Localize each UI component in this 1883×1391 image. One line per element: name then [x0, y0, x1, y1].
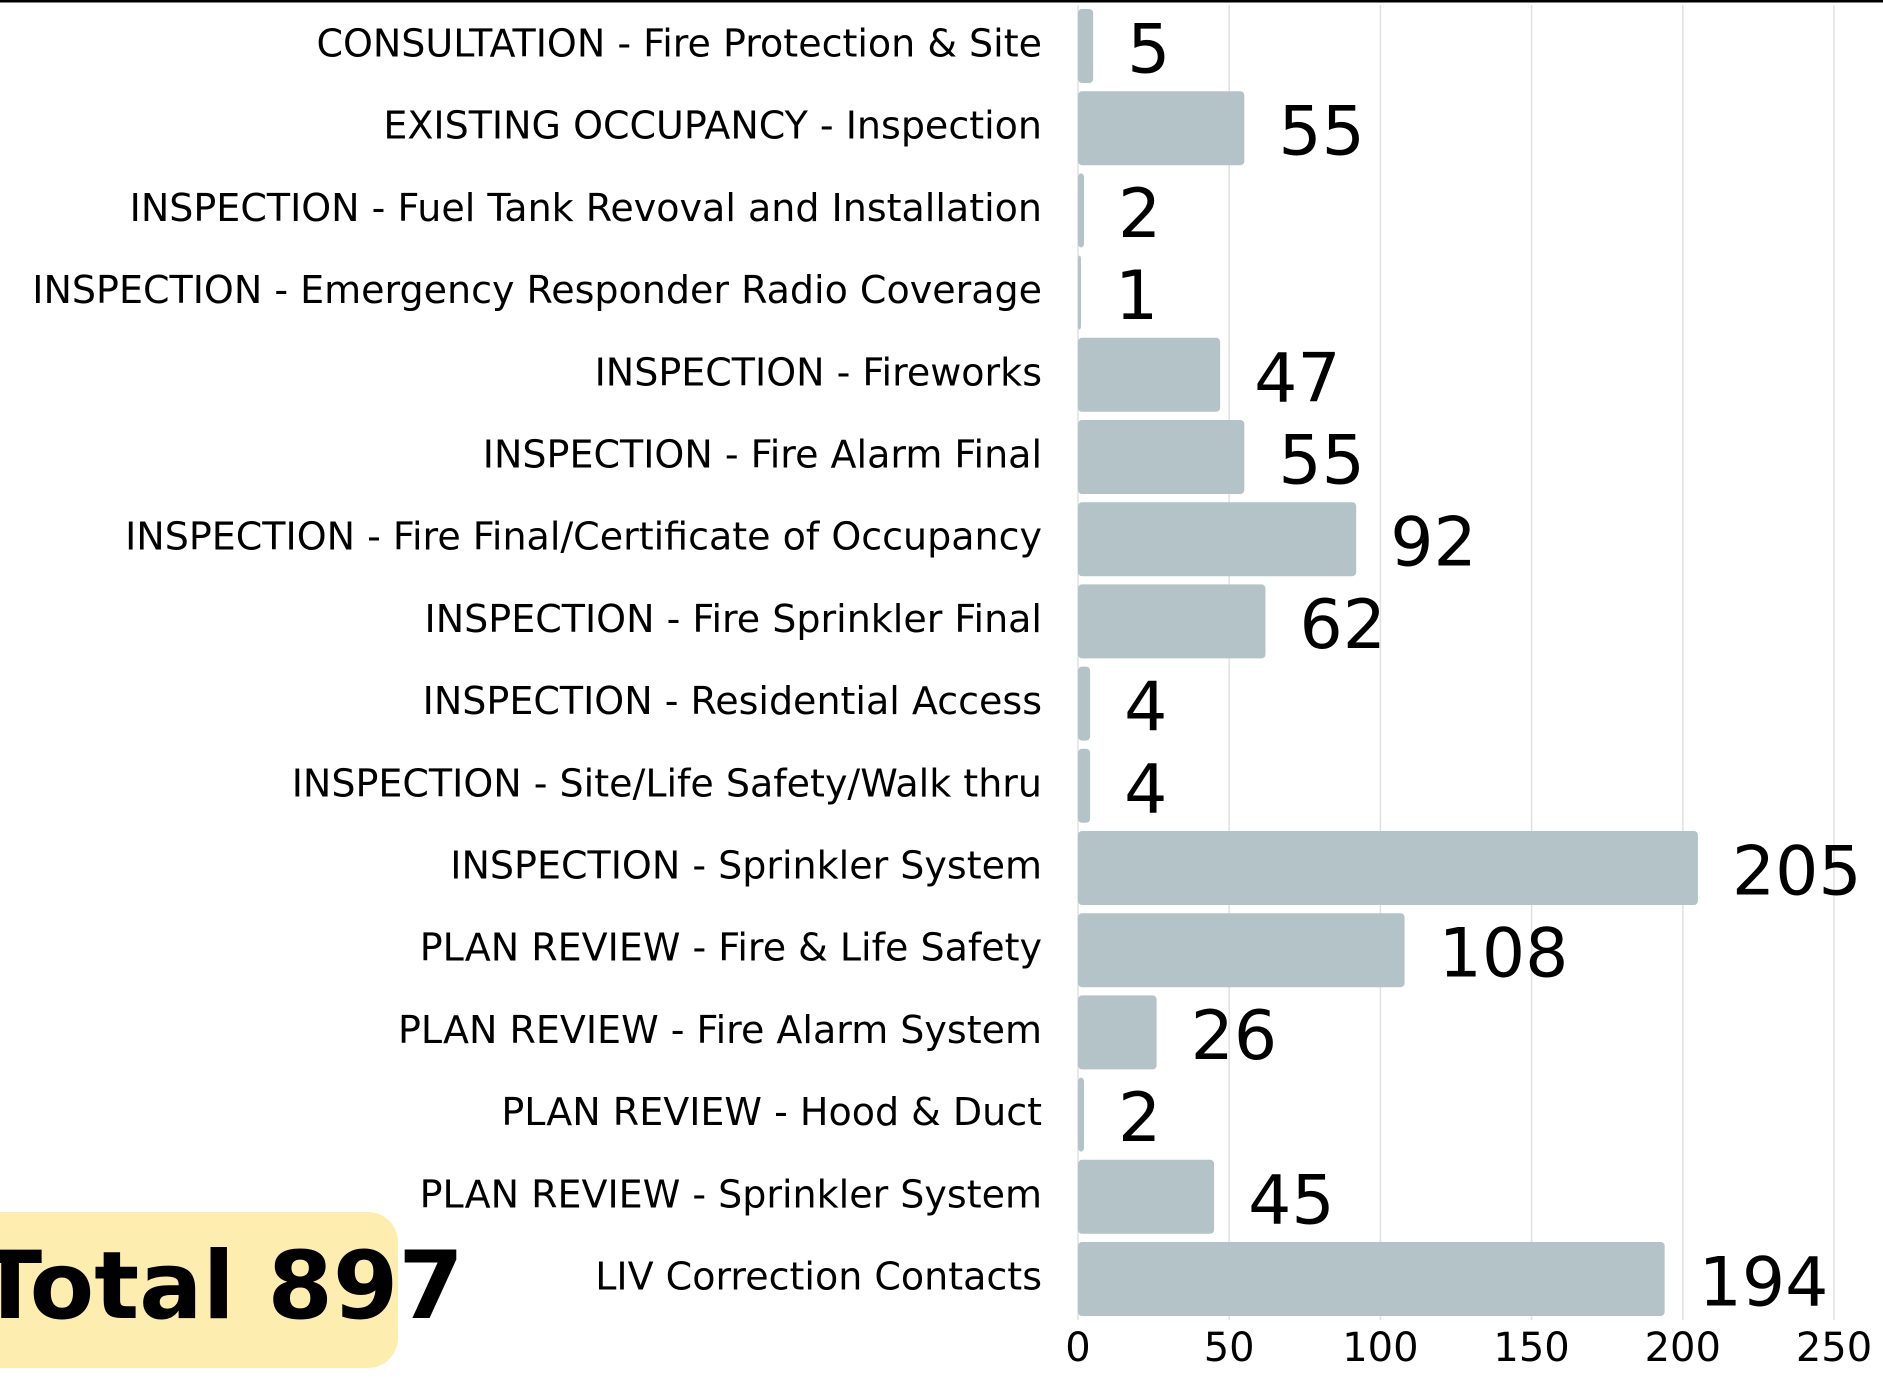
x-tick-label: 150 — [1493, 1325, 1569, 1371]
bar — [1078, 913, 1405, 988]
bar — [1078, 337, 1221, 412]
bar — [1078, 1077, 1085, 1152]
bar — [1078, 255, 1082, 330]
value-label: 2 — [1118, 1079, 1161, 1158]
y-tick-label: INSPECTION - Residential Access — [423, 679, 1042, 723]
value-label: 26 — [1191, 997, 1278, 1076]
y-tick-label: INSPECTION - Fire Alarm Final — [483, 433, 1042, 477]
y-tick-label: PLAN REVIEW - Sprinkler System — [420, 1172, 1042, 1216]
y-tick-label: INSPECTION - Site/Life Safety/Walk thru — [292, 761, 1042, 805]
y-tick-label: INSPECTION - Sprinkler System — [450, 844, 1042, 888]
total-label: Total 897 — [0, 1232, 464, 1341]
value-label: 47 — [1254, 339, 1341, 418]
bar — [1078, 995, 1157, 1070]
value-label: 62 — [1299, 586, 1386, 665]
bar — [1078, 748, 1091, 823]
bar — [1078, 831, 1698, 905]
x-tick-label: 100 — [1342, 1325, 1418, 1371]
y-tick-label: PLAN REVIEW - Fire Alarm System — [398, 1008, 1042, 1052]
value-label: 55 — [1278, 422, 1365, 501]
bar — [1078, 584, 1266, 659]
x-tick-label: 250 — [1796, 1325, 1872, 1371]
value-label: 5 — [1127, 11, 1170, 90]
bar — [1078, 173, 1085, 248]
value-label: 55 — [1278, 93, 1365, 172]
value-label: 45 — [1248, 1161, 1335, 1240]
bar — [1078, 91, 1245, 166]
bar — [1078, 420, 1245, 494]
value-label: 92 — [1390, 504, 1477, 583]
y-tick-label: LIV Correction Contacts — [595, 1255, 1042, 1299]
y-tick-label: CONSULTATION - Fire Protection & Site — [316, 22, 1042, 66]
y-tick-label: INSPECTION - Fire Sprinkler Final — [425, 597, 1042, 641]
y-tick-label: INSPECTION - Fire Final/Certificate of O… — [125, 515, 1042, 559]
value-label: 1 — [1115, 257, 1158, 336]
bar — [1078, 502, 1357, 577]
bar — [1078, 666, 1091, 741]
bar — [1078, 1159, 1215, 1234]
value-label: 2 — [1118, 175, 1161, 254]
total-box — [0, 1212, 398, 1368]
x-tick-label: 0 — [1065, 1325, 1090, 1371]
y-tick-label: INSPECTION - Emergency Responder Radio C… — [32, 268, 1042, 312]
y-tick-label: PLAN REVIEW - Fire & Life Safety — [420, 926, 1042, 970]
value-label: 108 — [1439, 915, 1569, 994]
bar — [1078, 1242, 1665, 1316]
y-tick-label: INSPECTION - Fireworks — [595, 350, 1042, 394]
value-label: 205 — [1732, 833, 1862, 912]
x-tick-label: 50 — [1204, 1325, 1255, 1371]
y-tick-label: PLAN REVIEW - Hood & Duct — [501, 1090, 1042, 1134]
bar — [1078, 9, 1094, 83]
y-tick-label: EXISTING OCCUPANCY - Inspection — [383, 104, 1042, 148]
value-label: 4 — [1124, 750, 1167, 829]
value-label: 194 — [1699, 1244, 1829, 1323]
y-tick-label: INSPECTION - Fuel Tank Revoval and Insta… — [130, 186, 1042, 230]
x-tick-label: 200 — [1645, 1325, 1721, 1371]
value-label: 4 — [1124, 668, 1167, 747]
